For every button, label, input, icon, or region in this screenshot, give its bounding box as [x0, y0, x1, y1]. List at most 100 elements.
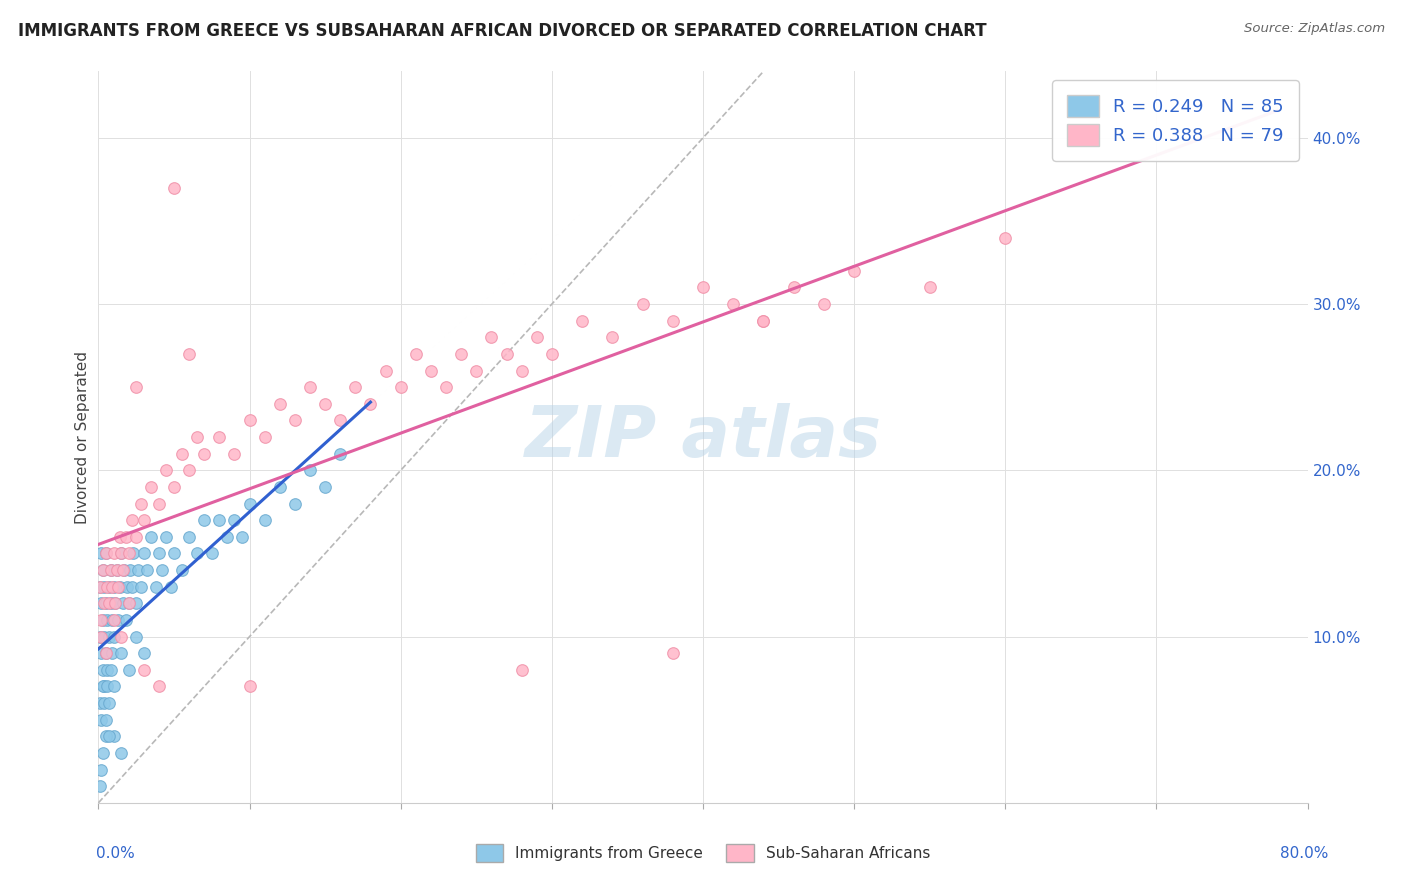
Point	[114, 530, 136, 544]
Point	[120, 563, 142, 577]
Point	[148, 680, 170, 694]
Point	[103, 630, 125, 644]
Point	[98, 630, 121, 644]
Point	[389, 380, 412, 394]
Point	[90, 596, 112, 610]
Point	[163, 480, 186, 494]
Point	[208, 430, 231, 444]
Point	[314, 397, 336, 411]
Point	[94, 646, 117, 660]
Point	[111, 596, 134, 610]
Point	[114, 613, 136, 627]
Point	[94, 546, 117, 560]
Point	[918, 280, 941, 294]
Point	[752, 314, 775, 328]
Point	[420, 363, 443, 377]
Point	[89, 696, 111, 710]
Point	[94, 546, 117, 560]
Point	[112, 563, 135, 577]
Point	[127, 563, 149, 577]
Point	[132, 646, 155, 660]
Point	[526, 330, 548, 344]
Y-axis label: Divorced or Separated: Divorced or Separated	[75, 351, 90, 524]
Point	[450, 347, 472, 361]
Point	[239, 680, 262, 694]
Point	[122, 546, 145, 560]
Point	[299, 463, 322, 477]
Point	[135, 563, 157, 577]
Point	[150, 563, 173, 577]
Point	[179, 530, 201, 544]
Point	[132, 546, 155, 560]
Point	[284, 497, 307, 511]
Point	[118, 663, 141, 677]
Point	[94, 713, 117, 727]
Point	[155, 530, 177, 544]
Point	[89, 779, 111, 793]
Point	[179, 463, 201, 477]
Point	[91, 563, 114, 577]
Point	[98, 580, 121, 594]
Point	[129, 580, 152, 594]
Legend: R = 0.249   N = 85, R = 0.388   N = 79: R = 0.249 N = 85, R = 0.388 N = 79	[1052, 80, 1299, 161]
Point	[186, 546, 208, 560]
Point	[163, 546, 186, 560]
Point	[94, 646, 117, 660]
Point	[170, 447, 193, 461]
Point	[224, 513, 246, 527]
Point	[783, 280, 806, 294]
Point	[602, 330, 624, 344]
Point	[723, 297, 745, 311]
Point	[571, 314, 593, 328]
Point	[132, 513, 155, 527]
Point	[91, 613, 114, 627]
Point	[100, 596, 122, 610]
Point	[253, 513, 276, 527]
Point	[269, 397, 291, 411]
Point	[329, 447, 352, 461]
Point	[253, 430, 276, 444]
Point	[239, 497, 262, 511]
Point	[103, 680, 125, 694]
Text: Source: ZipAtlas.com: Source: ZipAtlas.com	[1244, 22, 1385, 36]
Point	[96, 613, 118, 627]
Point	[91, 680, 114, 694]
Point	[121, 513, 143, 527]
Point	[179, 347, 201, 361]
Point	[110, 630, 132, 644]
Point	[91, 663, 114, 677]
Point	[107, 580, 129, 594]
Point	[145, 580, 167, 594]
Point	[141, 530, 163, 544]
Point	[111, 563, 134, 577]
Point	[89, 580, 111, 594]
Point	[141, 480, 163, 494]
Point	[110, 646, 132, 660]
Point	[661, 314, 683, 328]
Point	[186, 430, 208, 444]
Point	[405, 347, 427, 361]
Point	[91, 563, 114, 577]
Point	[104, 596, 127, 610]
Point	[96, 663, 118, 677]
Point	[101, 646, 124, 660]
Point	[125, 530, 148, 544]
Point	[110, 546, 132, 560]
Point	[121, 580, 143, 594]
Point	[89, 630, 111, 644]
Text: 80.0%: 80.0%	[1281, 847, 1329, 861]
Point	[118, 596, 141, 610]
Point	[100, 563, 122, 577]
Point	[98, 729, 121, 743]
Text: IMMIGRANTS FROM GREECE VS SUBSAHARAN AFRICAN DIVORCED OR SEPARATED CORRELATION C: IMMIGRANTS FROM GREECE VS SUBSAHARAN AFR…	[18, 22, 987, 40]
Point	[201, 546, 224, 560]
Point	[110, 746, 132, 760]
Point	[510, 663, 533, 677]
Point	[110, 546, 132, 560]
Point	[510, 363, 533, 377]
Point	[193, 447, 215, 461]
Point	[434, 380, 457, 394]
Point	[844, 264, 866, 278]
Point	[90, 763, 112, 777]
Point	[98, 596, 121, 610]
